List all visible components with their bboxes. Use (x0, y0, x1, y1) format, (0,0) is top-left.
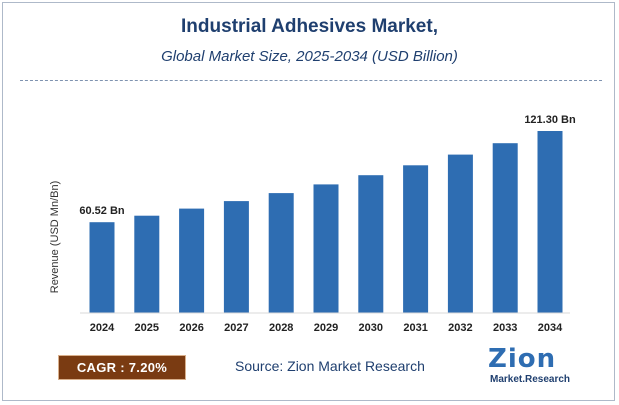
x-tick-label: 2025 (135, 322, 159, 334)
chart-subtitle: Global Market Size, 2025-2034 (USD Billi… (161, 48, 458, 65)
x-tick-label: 2027 (224, 322, 248, 334)
data-label: 121.30 Bn (524, 114, 576, 126)
logo-tagline: Market.Research (490, 374, 571, 385)
source-text: Source: Zion Market Research (235, 358, 425, 374)
bar-2029 (313, 184, 339, 313)
x-tick-label: 2031 (403, 322, 427, 334)
bar-2030 (358, 175, 384, 313)
logo-wordmark: Zion (488, 344, 557, 374)
bar-2033 (492, 143, 518, 313)
zion-logo: Zion Market.Research (478, 344, 570, 388)
bar-2032 (447, 154, 473, 313)
x-tick-label: 2030 (359, 322, 383, 334)
bar-2034 (537, 131, 563, 313)
header-divider (20, 80, 602, 81)
x-tick-label: 2032 (448, 322, 472, 334)
x-tick-label: 2024 (90, 322, 115, 334)
bar-2027 (223, 201, 249, 313)
x-tick-label: 2034 (538, 322, 563, 334)
chart-title: Industrial Adhesives Market, (181, 16, 438, 37)
x-tick-label: 2028 (269, 322, 293, 334)
cagr-badge: CAGR : 7.20% (58, 355, 186, 380)
x-tick-label: 2029 (314, 322, 338, 334)
bar-2025 (134, 215, 160, 313)
x-tick-label: 2026 (179, 322, 203, 334)
bar-2031 (403, 165, 429, 313)
data-label: 60.52 Bn (79, 205, 125, 217)
bar-2028 (268, 193, 294, 313)
bar-2024 (89, 222, 115, 313)
x-tick-label: 2033 (493, 322, 517, 334)
bar-2026 (179, 208, 205, 313)
